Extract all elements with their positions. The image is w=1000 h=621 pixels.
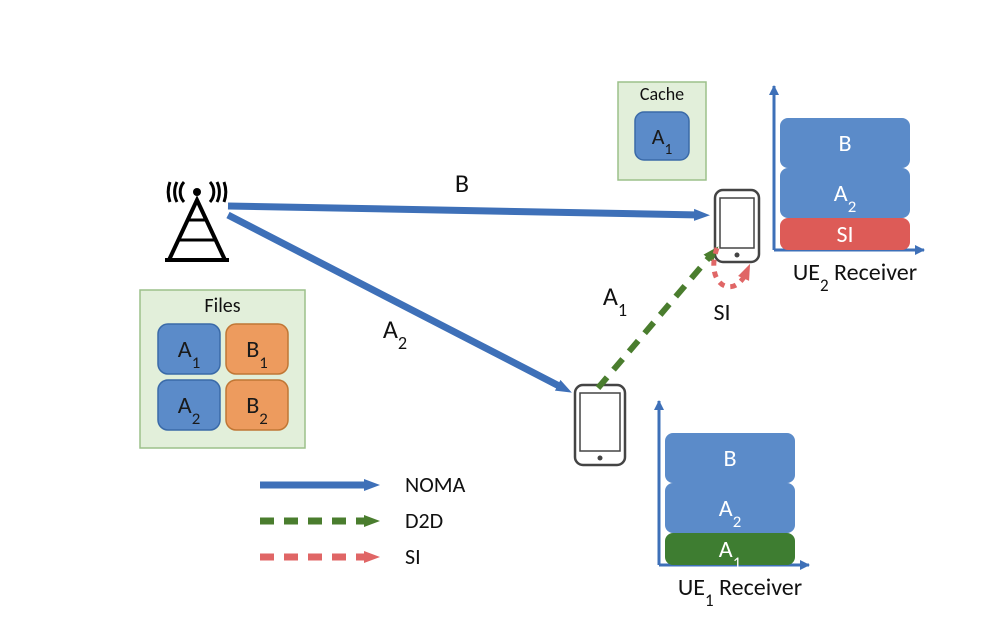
legend-label: SI <box>405 543 421 570</box>
cache-box: CacheA1 <box>618 82 706 180</box>
files-box: FilesA1B1A2B2 <box>140 290 305 448</box>
legend-label: D2D <box>405 507 443 534</box>
svg-text:SI: SI <box>713 298 730 327</box>
svg-text:SI: SI <box>836 220 853 249</box>
svg-text:Cache: Cache <box>640 83 684 105</box>
ue1-phone-icon <box>575 385 625 465</box>
svg-text:B: B <box>455 167 469 199</box>
svg-text:B: B <box>838 129 851 158</box>
legend-label: NOMA <box>405 471 466 498</box>
ue2-phone-icon <box>715 190 759 262</box>
svg-text:B: B <box>723 444 736 473</box>
svg-text:Files: Files <box>204 294 240 318</box>
